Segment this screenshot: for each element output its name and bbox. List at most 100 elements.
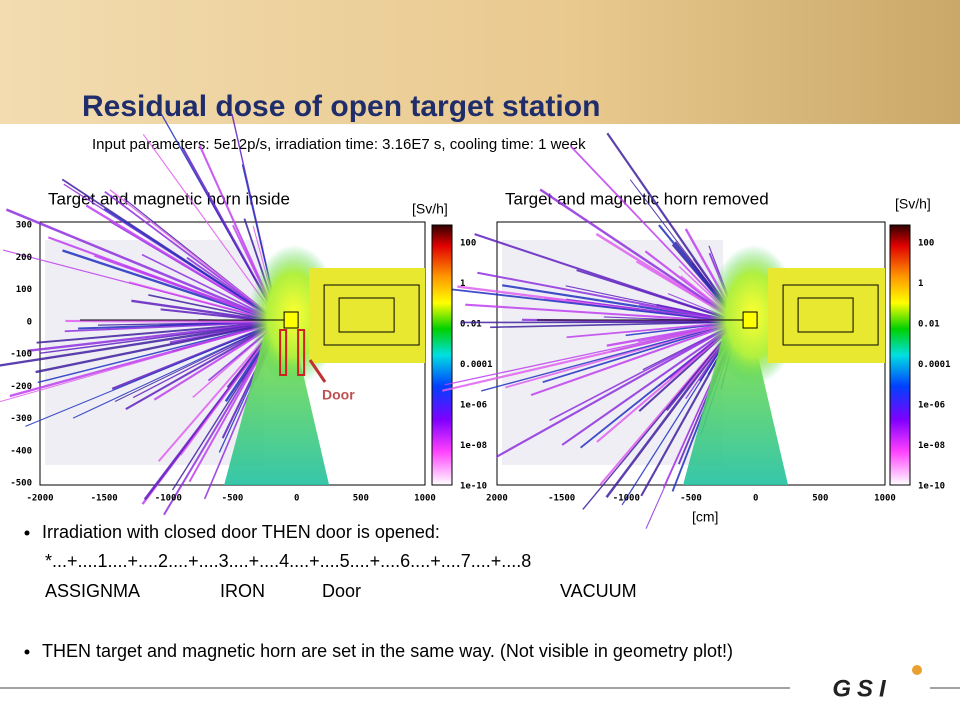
x-tick-label: 1000 [874,494,896,504]
x-tick-label: 0 [753,494,758,504]
header-background [0,0,960,124]
card-field: Door [322,581,361,601]
colorbar [431,224,453,486]
dose-ray [465,303,739,324]
target [742,311,758,329]
dose-ray [0,320,280,367]
dose-ray [65,319,280,324]
colorbar-tick-label: 0.01 [460,320,482,330]
dose-ray [495,321,739,458]
y-tick-label: 100 [16,285,32,295]
y-tick-label: -200 [10,382,32,392]
y-tick-label: 0 [27,317,32,327]
dose-ray [104,190,280,323]
logo: GSI [832,675,891,702]
colorbar-tick-label: 1 [918,279,923,289]
card-field: IRON [220,581,265,601]
colorbar-tick-label: 1e-10 [460,482,487,492]
card-field: ASSIGNMA [45,581,140,601]
geometry-box [323,284,420,346]
x-tick-label: 0 [294,494,299,504]
dose-ray [72,321,280,419]
x-tick-label: 1000 [414,494,436,504]
x-tick-label: -1500 [91,494,118,504]
y-tick-label: -500 [10,479,32,489]
high-dose-zone [309,268,425,363]
y-tick-label: -400 [10,446,32,456]
colorbar [889,224,911,486]
colorbar-tick-label: 1 [460,279,465,289]
plot-title: Target and magnetic horn removed [505,189,769,208]
high-dose-zone [768,268,885,363]
colorbar-tick-label: 0.0001 [918,360,951,370]
x-tick-label: -1500 [548,494,575,504]
geometry-box [797,297,854,333]
x-tick-label: -2000 [26,494,53,504]
subtitle: Input parameters: 5e12p/s, irradiation t… [92,136,586,153]
bullet-text: Irradiation with closed door THEN door i… [42,522,440,542]
y-tick-label: 200 [16,253,32,263]
colorbar-tick-label: 0.01 [918,320,940,330]
bullet [24,530,30,536]
colorbar-tick-label: 1e-06 [460,401,487,411]
colorbar-tick-label: 0.0001 [460,360,493,370]
x-tick-label: -1000 [155,494,182,504]
x-tick-label: 500 [812,494,828,504]
unit-label: [Sv/h] [895,196,931,212]
colorbar-tick-label: 1e-06 [918,401,945,411]
dose-ray [36,321,280,344]
door-arrow [308,359,327,383]
x-tick-label: -500 [680,494,702,504]
dose-ray [477,271,739,323]
card-field: VACUUM [560,581,637,601]
dose-ray [481,321,739,392]
dose-ray [35,320,280,374]
bullet [24,649,30,655]
dose-ray [569,145,739,323]
colorbar-tick-label: 1e-10 [918,482,945,492]
code-line: *...+....1....+....2....+....3....+....4… [45,551,531,571]
dose-ray [25,321,280,427]
dose-ray [5,208,280,324]
x-tick-label: 500 [353,494,369,504]
dose-ray [2,249,280,323]
dose-ray [40,321,280,354]
x-axis-label: [cm] [692,509,718,525]
dose-ray [62,249,280,324]
dose-ray [64,321,280,333]
slide-title: Residual dose of open target station [82,90,600,123]
dose-ray [561,321,739,446]
dose-ray [452,288,739,323]
dose-ray [442,320,739,392]
colorbar-tick-label: 100 [918,239,934,249]
colorbar-tick-label: 100 [460,239,476,249]
dose-ray [474,233,739,323]
x-tick-label: -1000 [613,494,640,504]
dose-ray [549,321,739,422]
y-tick-label: -300 [10,414,32,424]
geometry-box [782,284,879,346]
unit-label: [Sv/h] [412,201,448,217]
y-tick-label: 300 [16,221,32,231]
door-label: Door [322,387,355,403]
door-outline [279,329,288,376]
dose-ray [530,321,739,397]
x-tick-label: -500 [222,494,244,504]
geometry-box [338,297,395,333]
logo-dot [912,665,922,675]
dose-ray [9,320,280,398]
colorbar-tick-label: 1e-08 [460,441,487,451]
dose-ray [582,321,739,510]
colorbar-tick-label: 1e-08 [918,441,945,451]
plot-title: Target and magnetic horn inside [48,189,290,208]
dose-ray [85,204,280,323]
target [283,311,299,329]
dose-ray [539,188,739,324]
x-tick-label: 2000 [486,494,508,504]
bullet-text: THEN target and magnetic horn are set in… [42,641,733,661]
dose-ray [490,321,739,329]
y-tick-label: -100 [10,350,32,360]
door-outline [297,329,306,376]
